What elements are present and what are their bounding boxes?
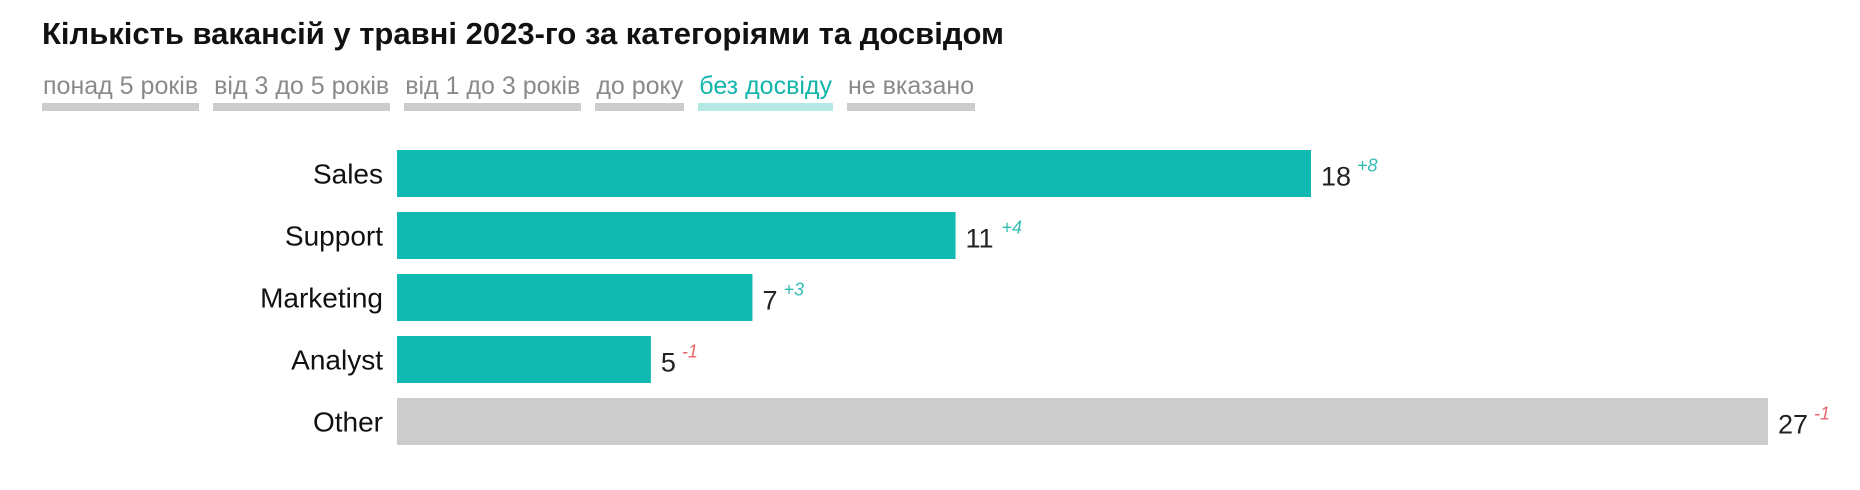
delta-label-marketing: +3	[783, 280, 804, 300]
tab-over-5-years[interactable]: понад 5 років	[42, 72, 200, 111]
bar-other	[397, 398, 1768, 445]
bar-analyst	[397, 336, 651, 383]
value-label-support: 11	[966, 224, 994, 254]
bar-chart: Sales 18 +8 Support 11 +4 Marketing 7 +3 Analyst 5…	[260, 150, 1830, 445]
category-label-marketing: Marketing	[260, 283, 383, 314]
bar-support	[397, 212, 956, 259]
value-label-marketing: 7	[762, 286, 777, 316]
page-title: Кількість вакансій у травні 2023-го за к…	[42, 16, 1004, 51]
value-label-analyst: 5	[661, 348, 676, 378]
tab-1-to-3-years[interactable]: від 1 до 3 років	[404, 72, 582, 111]
tab-no-experience[interactable]: без досвіду	[698, 72, 833, 111]
tab-3-to-5-years[interactable]: від 3 до 5 років	[213, 72, 391, 111]
value-label-other: 27	[1778, 410, 1808, 440]
delta-label-sales: +8	[1357, 156, 1378, 176]
category-label-support: Support	[285, 221, 383, 252]
category-label-sales: Sales	[313, 159, 383, 190]
value-label-sales: 18	[1321, 162, 1351, 192]
category-label-analyst: Analyst	[291, 345, 383, 376]
delta-label-analyst: -1	[682, 342, 698, 362]
bar-sales	[397, 150, 1311, 197]
delta-label-support: +4	[1002, 218, 1023, 238]
tab-under-1-year[interactable]: до року	[595, 72, 685, 111]
tab-not-specified[interactable]: не вказано	[847, 72, 976, 111]
bar-marketing	[397, 274, 753, 321]
experience-tabs: понад 5 років від 3 до 5 років від 1 до …	[42, 72, 976, 111]
category-label-other: Other	[313, 407, 383, 438]
delta-label-other: -1	[1814, 404, 1830, 424]
